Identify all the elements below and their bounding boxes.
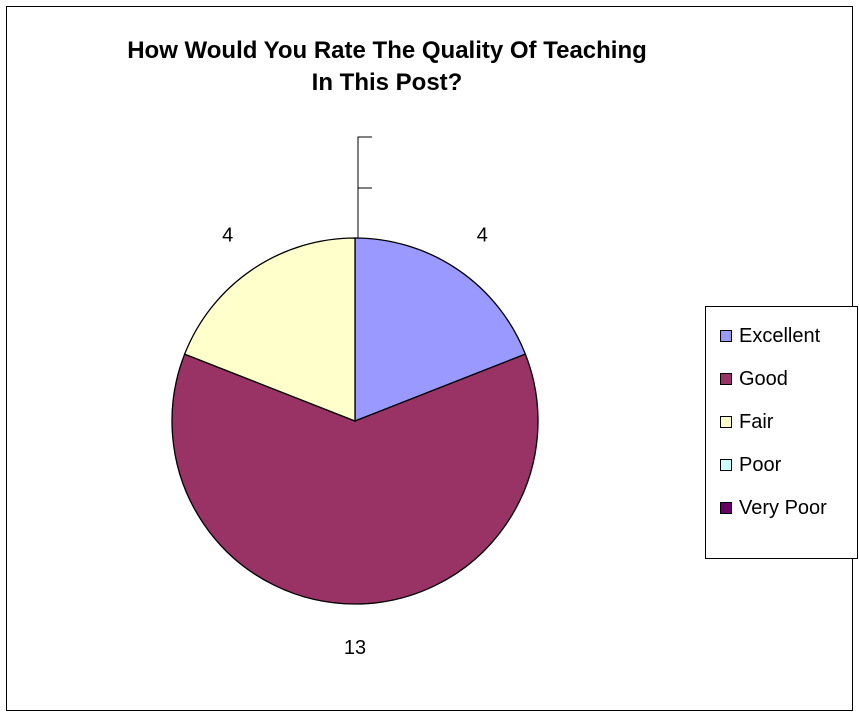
pie-slice-fair bbox=[183, 237, 356, 422]
data-labels: 4 13 4 bbox=[222, 224, 488, 659]
legend-swatch-fair bbox=[720, 416, 732, 428]
legend-item-fair: Fair bbox=[720, 410, 773, 434]
chart-title-line-2: In This Post? bbox=[311, 69, 463, 96]
legend-label-very-poor: Very Poor bbox=[739, 496, 827, 519]
legend-label-fair: Fair bbox=[739, 410, 774, 433]
pie-slices bbox=[171, 237, 539, 605]
data-label-good: 13 bbox=[344, 637, 366, 659]
pie-slice-good bbox=[171, 353, 539, 605]
leader-line-very-poor bbox=[357, 136, 372, 238]
legend-item-good: Good bbox=[720, 367, 788, 391]
legend-swatch-poor bbox=[720, 459, 732, 471]
leader-lines bbox=[357, 136, 372, 238]
chart-title-line-1: How Would You Rate The Quality Of Teachi… bbox=[127, 37, 647, 64]
legend-label-good: Good bbox=[739, 367, 788, 390]
legend-swatch-excellent bbox=[720, 330, 732, 342]
legend-label-excellent: Excellent bbox=[739, 324, 821, 347]
chart-title: How Would You Rate The Quality Of Teachi… bbox=[7, 35, 767, 99]
data-label-fair: 4 bbox=[222, 224, 233, 246]
leader-line-poor bbox=[357, 187, 372, 238]
legend-label-poor: Poor bbox=[739, 453, 782, 476]
legend-item-very-poor: Very Poor bbox=[720, 496, 827, 520]
data-label-excellent: 4 bbox=[477, 224, 488, 246]
legend-swatch-very-poor bbox=[720, 502, 732, 514]
legend-item-excellent: Excellent bbox=[720, 324, 820, 348]
legend-item-poor: Poor bbox=[720, 453, 781, 477]
pie-slice-excellent bbox=[354, 237, 527, 422]
legend: Excellent Good Fair Poor Very Poor bbox=[705, 306, 858, 559]
legend-swatch-good bbox=[720, 373, 732, 385]
